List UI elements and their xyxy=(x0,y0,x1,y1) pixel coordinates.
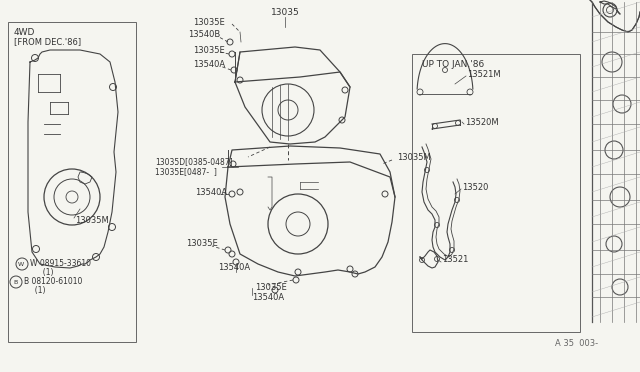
Text: W: W xyxy=(18,262,24,266)
Text: A 35  003-: A 35 003- xyxy=(555,340,598,349)
Text: 13540A: 13540A xyxy=(252,292,284,301)
Text: 13520M: 13520M xyxy=(465,118,499,126)
Text: W 08915-33610: W 08915-33610 xyxy=(30,260,91,269)
Text: (1): (1) xyxy=(38,267,54,276)
Text: (1): (1) xyxy=(30,285,45,295)
Text: 13035E: 13035E xyxy=(193,17,225,26)
Text: B 08120-61010: B 08120-61010 xyxy=(24,278,83,286)
Text: 13035M: 13035M xyxy=(397,153,431,161)
Text: 13035E: 13035E xyxy=(193,45,225,55)
Text: 13540A: 13540A xyxy=(218,263,250,272)
Text: 13520: 13520 xyxy=(462,183,488,192)
Text: 13521M: 13521M xyxy=(467,70,500,78)
Text: 13521: 13521 xyxy=(442,256,468,264)
Text: 13540A: 13540A xyxy=(193,60,225,68)
Text: 13035E[0487-  ]: 13035E[0487- ] xyxy=(155,167,217,176)
Text: 13035: 13035 xyxy=(271,7,300,16)
Text: 13540A: 13540A xyxy=(195,187,227,196)
Text: 13035E: 13035E xyxy=(186,240,218,248)
Text: 13035E: 13035E xyxy=(255,282,287,292)
Bar xyxy=(412,54,580,332)
Text: 13035M: 13035M xyxy=(75,215,109,224)
Bar xyxy=(8,22,136,342)
Text: B: B xyxy=(13,279,17,285)
Text: 13540B: 13540B xyxy=(188,29,220,38)
Text: UP TO JAN.'86: UP TO JAN.'86 xyxy=(422,60,484,68)
Text: [FROM DEC.'86]: [FROM DEC.'86] xyxy=(14,38,81,46)
Text: 4WD: 4WD xyxy=(14,28,35,36)
Text: 13035D[0385-0487]: 13035D[0385-0487] xyxy=(155,157,232,167)
